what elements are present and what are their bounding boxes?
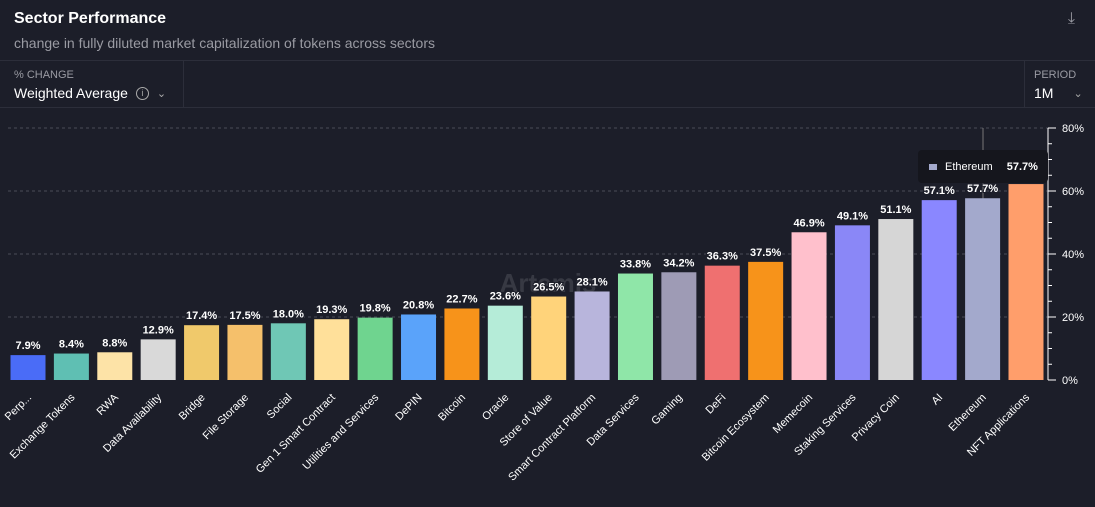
bar-rwa[interactable] xyxy=(97,352,133,380)
bar-nft-applications[interactable] xyxy=(1008,184,1044,380)
data-label: 57.7% xyxy=(967,183,998,195)
controls-bar: % CHANGE Weighted Average i ⌄ PERIOD 1M ⌄ xyxy=(0,60,1095,108)
data-label: 34.2% xyxy=(663,257,694,269)
y-tick-label: 80% xyxy=(1062,123,1084,135)
bar-defi[interactable] xyxy=(704,265,740,380)
data-label: 46.9% xyxy=(793,217,824,229)
tooltip: Ethereum 57.7% xyxy=(918,150,1048,183)
x-tick-label: Bitcoin xyxy=(436,392,468,424)
bar-file-storage[interactable] xyxy=(227,324,263,380)
x-tick-label: DeFi xyxy=(703,392,728,417)
x-tick-label: File Storage xyxy=(201,392,251,442)
data-label: 22.7% xyxy=(446,293,477,305)
change-value: Weighted Average xyxy=(14,85,128,101)
data-label: 17.5% xyxy=(229,310,260,322)
data-label: 51.1% xyxy=(880,204,911,216)
data-label: 8.4% xyxy=(59,339,84,351)
bar-memecoin[interactable] xyxy=(791,232,827,380)
data-label: 8.8% xyxy=(102,337,127,349)
chevron-down-icon: ⌄ xyxy=(1073,87,1083,100)
bar-ethereum[interactable] xyxy=(965,198,1001,380)
period-value: 1M xyxy=(1034,85,1054,101)
data-label: 12.9% xyxy=(143,324,174,336)
data-label: 26.5% xyxy=(533,282,564,294)
bar-staking-services[interactable] xyxy=(834,225,870,380)
divider xyxy=(183,61,184,107)
y-tick-label: 0% xyxy=(1062,375,1078,387)
x-tick-label: Perp... xyxy=(3,392,34,423)
x-tick-label: Gen 1 Smart Contract xyxy=(254,392,338,476)
y-tick-label: 20% xyxy=(1062,312,1084,324)
bar-utilities-and-services[interactable] xyxy=(357,317,393,380)
x-tick-label: Ethereum xyxy=(947,392,989,434)
x-tick-label: Smart Contract Platform xyxy=(506,392,598,484)
y-tick-label: 60% xyxy=(1062,186,1084,198)
data-label: 36.3% xyxy=(707,251,738,263)
data-label: 23.6% xyxy=(490,291,521,303)
x-tick-label: Social xyxy=(265,392,295,422)
x-tick-label: Gaming xyxy=(649,392,685,428)
bar-data-availability[interactable] xyxy=(140,339,176,380)
bar-ai[interactable] xyxy=(921,200,957,380)
data-label: 7.9% xyxy=(15,340,40,352)
data-label: 19.3% xyxy=(316,304,347,316)
data-label: 18.0% xyxy=(273,308,304,320)
x-tick-label: Bridge xyxy=(177,392,208,423)
tooltip-swatch xyxy=(929,163,937,170)
bar-smart-contract-platform[interactable] xyxy=(574,291,610,380)
x-tick-label: Oracle xyxy=(480,392,511,423)
x-tick-label: Utilities and Services xyxy=(301,391,382,472)
chevron-down-icon: ⌄ xyxy=(156,87,167,100)
data-label: 17.4% xyxy=(186,310,217,322)
info-icon[interactable]: i xyxy=(135,86,149,100)
data-label: 19.8% xyxy=(360,303,391,315)
change-select[interactable]: % CHANGE Weighted Average i ⌄ xyxy=(14,69,166,101)
x-tick-label: RWA xyxy=(95,391,122,418)
data-label: 57.1% xyxy=(924,185,955,197)
download-icon[interactable]: ⤓ xyxy=(1067,10,1075,27)
y-tick-label: 40% xyxy=(1062,249,1084,261)
data-label: 28.1% xyxy=(576,276,607,288)
chart-subtitle: change in fully diluted market capitaliz… xyxy=(14,35,435,51)
change-label: % CHANGE xyxy=(14,69,74,81)
period-select[interactable]: PERIOD 1M ⌄ xyxy=(1034,69,1083,101)
bar-exchange-tokens[interactable] xyxy=(53,353,89,380)
divider xyxy=(1024,61,1025,107)
bar-perp-[interactable] xyxy=(10,355,46,380)
tooltip-value: 57.7% xyxy=(1006,160,1038,173)
tooltip-name: Ethereum xyxy=(945,160,993,173)
x-tick-label: AI xyxy=(929,392,945,408)
data-label: 33.8% xyxy=(620,259,651,271)
bar-oracle[interactable] xyxy=(487,305,523,380)
bar-bitcoin-ecosystem[interactable] xyxy=(748,261,784,380)
x-tick-label: Memecoin xyxy=(771,392,815,436)
bar-store-of-value[interactable] xyxy=(531,296,567,380)
bar-depin[interactable] xyxy=(401,314,437,380)
bar-gen-1-smart-contract[interactable] xyxy=(314,319,350,380)
data-label: 49.1% xyxy=(837,210,868,222)
bar-bitcoin[interactable] xyxy=(444,308,480,380)
x-tick-label: DePIN xyxy=(393,392,424,423)
bar-bridge[interactable] xyxy=(184,325,220,380)
bar-data-services[interactable] xyxy=(617,273,653,380)
period-label: PERIOD xyxy=(1034,69,1077,81)
bar-gaming[interactable] xyxy=(661,272,697,380)
chart-title: Sector Performance xyxy=(14,10,167,27)
bar-social[interactable] xyxy=(270,323,306,380)
data-label: 20.8% xyxy=(403,299,434,311)
data-label: 37.5% xyxy=(750,247,781,259)
bar-privacy-coin[interactable] xyxy=(878,219,914,380)
